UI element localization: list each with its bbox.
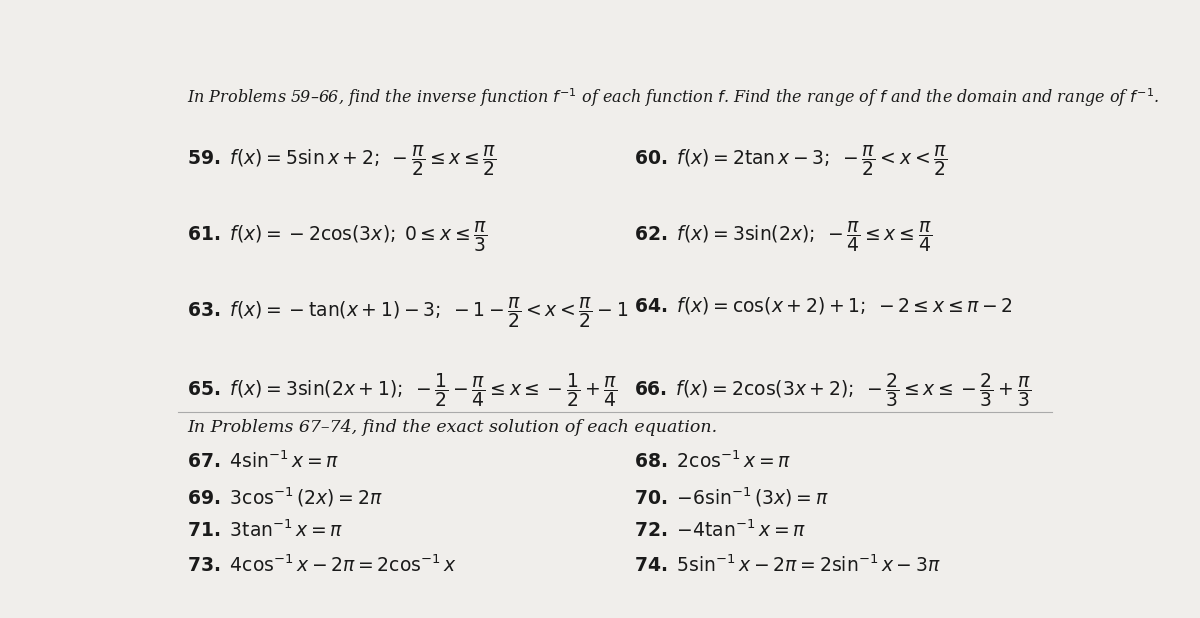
Text: $\mathbf{73.}$ $4\cos^{-1}x - 2\pi = 2\cos^{-1}x$: $\mathbf{73.}$ $4\cos^{-1}x - 2\pi = 2\c… bbox=[187, 555, 457, 576]
Text: $\mathbf{64.}$ $f(x) = \cos(x+2) + 1;\; -2 \leq x \leq \pi-2$: $\mathbf{64.}$ $f(x) = \cos(x+2) + 1;\; … bbox=[634, 295, 1013, 316]
Text: $\mathbf{70.}$ $-6\sin^{-1}(3x) = \pi$: $\mathbf{70.}$ $-6\sin^{-1}(3x) = \pi$ bbox=[634, 486, 828, 509]
Text: $\mathbf{59.}$ $f(x) = 5\sin x + 2;\; -\dfrac{\pi}{2} \leq x \leq \dfrac{\pi}{2}: $\mathbf{59.}$ $f(x) = 5\sin x + 2;\; -\… bbox=[187, 143, 497, 178]
Text: $\mathbf{62.}$ $f(x) = 3\sin(2x);\; -\dfrac{\pi}{4} \leq x \leq \dfrac{\pi}{4}$: $\mathbf{62.}$ $f(x) = 3\sin(2x);\; -\df… bbox=[634, 219, 931, 254]
Text: $\mathbf{72.}$ $-4\tan^{-1}x = \pi$: $\mathbf{72.}$ $-4\tan^{-1}x = \pi$ bbox=[634, 519, 805, 541]
Text: $\mathbf{69.}$ $3\cos^{-1}(2x) = 2\pi$: $\mathbf{69.}$ $3\cos^{-1}(2x) = 2\pi$ bbox=[187, 486, 383, 509]
Text: $\mathbf{74.}$ $5\sin^{-1}x - 2\pi = 2\sin^{-1}x - 3\pi$: $\mathbf{74.}$ $5\sin^{-1}x - 2\pi = 2\s… bbox=[634, 555, 940, 576]
Text: $\mathbf{67.}$ $4\sin^{-1}x = \pi$: $\mathbf{67.}$ $4\sin^{-1}x = \pi$ bbox=[187, 450, 340, 472]
Text: $\mathbf{66.}$ $f(x) = 2\cos(3x+2);\; -\dfrac{2}{3} \leq x \leq -\dfrac{2}{3}+\d: $\mathbf{66.}$ $f(x) = 2\cos(3x+2);\; -\… bbox=[634, 371, 1031, 410]
Text: $\mathbf{60.}$ $f(x) = 2\tan x - 3;\; -\dfrac{\pi}{2} < x < \dfrac{\pi}{2}$: $\mathbf{60.}$ $f(x) = 2\tan x - 3;\; -\… bbox=[634, 143, 947, 178]
Text: $\mathbf{71.}$ $3\tan^{-1}x = \pi$: $\mathbf{71.}$ $3\tan^{-1}x = \pi$ bbox=[187, 519, 343, 541]
Text: $\mathbf{65.}$ $f(x) = 3\sin(2x+1);\; -\dfrac{1}{2}-\dfrac{\pi}{4} \leq x \leq -: $\mathbf{65.}$ $f(x) = 3\sin(2x+1);\; -\… bbox=[187, 371, 618, 410]
Text: $\mathbf{61.}$ $f(x) = -2\cos(3x);\; 0 \leq x \leq \dfrac{\pi}{3}$: $\mathbf{61.}$ $f(x) = -2\cos(3x);\; 0 \… bbox=[187, 219, 487, 254]
Text: $\mathbf{63.}$ $f(x) = -\tan(x+1) - 3;\; -1-\dfrac{\pi}{2} < x < \dfrac{\pi}{2}-: $\mathbf{63.}$ $f(x) = -\tan(x+1) - 3;\;… bbox=[187, 295, 629, 330]
Text: $\mathbf{68.}$ $2\cos^{-1}x = \pi$: $\mathbf{68.}$ $2\cos^{-1}x = \pi$ bbox=[634, 450, 791, 472]
Text: In Problems 59–66, find the inverse function $f^{-1}$ of each function $f$. Find: In Problems 59–66, find the inverse func… bbox=[187, 86, 1159, 109]
Text: In Problems 67–74, find the exact solution of each equation.: In Problems 67–74, find the exact soluti… bbox=[187, 419, 718, 436]
